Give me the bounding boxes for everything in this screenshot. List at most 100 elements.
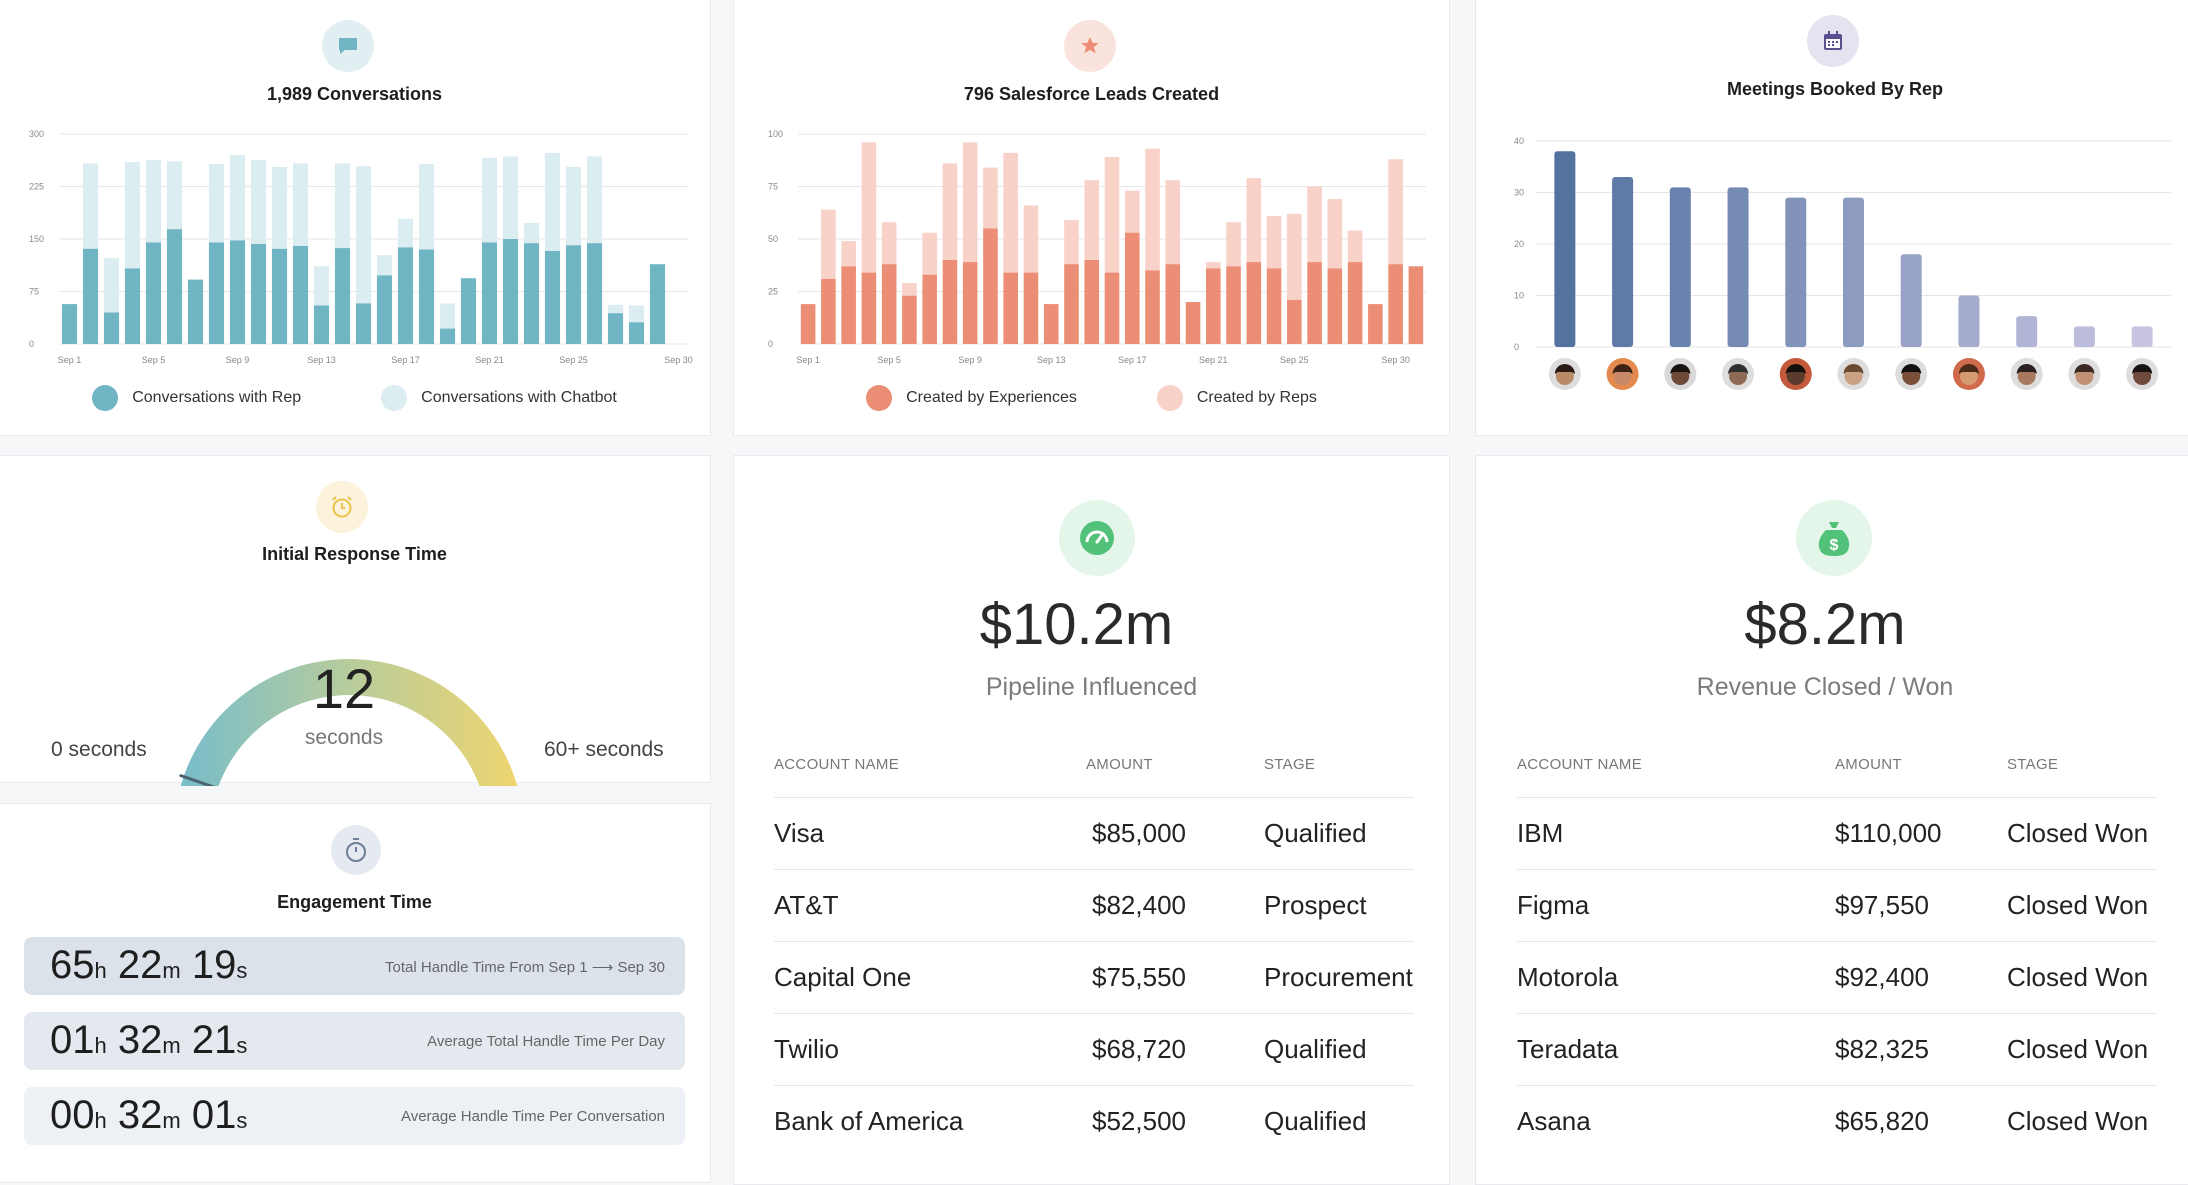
- legend-item-rep[interactable]: Conversations with Rep: [92, 385, 301, 411]
- avatar-hair: [2074, 364, 2095, 374]
- bar: [1843, 197, 1864, 347]
- avatar-hair: [1554, 364, 1575, 374]
- column-header-amount[interactable]: AMOUNT: [1835, 756, 1902, 773]
- seconds-value: 01: [191, 1093, 237, 1137]
- avatar-hair: [2016, 364, 2037, 374]
- table-row[interactable]: Visa $85,000 Qualified: [774, 797, 1414, 870]
- pipeline-card: $10.2m Pipeline Influenced ACCOUNT NAME …: [733, 455, 1450, 1185]
- bar-segment-secondary: [544, 152, 561, 251]
- bar-segment-secondary: [439, 303, 456, 329]
- amount: $52,500: [1092, 1106, 1186, 1136]
- hours-unit: h: [94, 1108, 107, 1133]
- rep-avatar: [2068, 358, 2101, 390]
- amount: $75,550: [1092, 962, 1186, 992]
- table-row[interactable]: Bank of America $52,500 Qualified: [774, 1085, 1414, 1158]
- amount: $97,550: [1835, 890, 1929, 920]
- bar-segment-secondary: [1327, 199, 1343, 269]
- bar-segment-secondary: [1084, 180, 1100, 260]
- bar-segment-primary: [271, 248, 288, 344]
- amount: $82,400: [1092, 890, 1186, 920]
- bar: [1727, 187, 1749, 347]
- pipeline-value: $10.2m: [979, 592, 1174, 657]
- bar-segment-secondary: [145, 159, 162, 243]
- x-tick-label: Sep 5: [877, 355, 901, 365]
- gauge-needle: [179, 774, 216, 786]
- legend-label-experiences: Created by Experiences: [906, 389, 1077, 406]
- bar-segment-primary: [397, 247, 414, 344]
- rep-avatar: [1606, 358, 1639, 390]
- bar: [1958, 295, 1980, 347]
- bar-segment-primary: [1408, 266, 1424, 344]
- bar-segment-primary: [841, 266, 856, 344]
- bar-segment-primary: [607, 313, 624, 344]
- column-header-account[interactable]: ACCOUNT NAME: [774, 756, 899, 773]
- seconds-value: 21: [191, 1018, 237, 1062]
- bar-segment-primary: [1165, 264, 1181, 344]
- legend-dot-reps: [1156, 385, 1183, 411]
- table-row[interactable]: AT&T $82,400 Prospect: [774, 869, 1414, 942]
- account-name: Twilio: [774, 1034, 840, 1064]
- bar-segment-primary: [1205, 268, 1221, 344]
- table-row[interactable]: Twilio $68,720 Qualified: [774, 1013, 1414, 1086]
- table-row[interactable]: Teradata $82,325 Closed Won: [1517, 1013, 2157, 1086]
- bar-segment-primary: [82, 248, 99, 344]
- bar-segment-primary: [565, 245, 582, 344]
- y-tick-label: 150: [29, 234, 44, 244]
- bar-segment-primary: [481, 242, 498, 344]
- bar-segment-secondary: [292, 163, 309, 246]
- bar-segment-secondary: [1104, 157, 1120, 273]
- leads-title: 796 Salesforce Leads Created: [963, 84, 1220, 104]
- bar-segment-secondary: [376, 255, 393, 276]
- amount: $65,820: [1835, 1106, 1929, 1136]
- conversations-legend: Conversations with Rep Conversations wit…: [0, 385, 710, 411]
- table-row[interactable]: Motorola $92,400 Closed Won: [1517, 941, 2157, 1014]
- table-row[interactable]: Asana $65,820 Closed Won: [1517, 1085, 2157, 1158]
- engagement-row-per-day: 01h 32m 21s Average Total Handle Time Pe…: [24, 1012, 685, 1070]
- bar-segment-primary: [376, 275, 393, 344]
- bar-segment-secondary: [1347, 230, 1363, 263]
- legend-item-experiences[interactable]: Created by Experiences: [866, 385, 1077, 411]
- table-row[interactable]: Capital One $75,550 Procurement: [774, 941, 1414, 1014]
- bar-segment-secondary: [861, 142, 877, 273]
- y-tick-label: 100: [768, 129, 783, 139]
- bar-segment-secondary: [418, 164, 435, 250]
- seconds-unit: s: [236, 1033, 248, 1058]
- column-header-stage[interactable]: STAGE: [2007, 756, 2059, 773]
- legend-item-reps[interactable]: Created by Reps: [1156, 385, 1317, 411]
- bar-segment-primary: [187, 279, 204, 344]
- bar-segment-primary: [649, 264, 666, 344]
- bar-segment-secondary: [841, 241, 856, 267]
- column-header-account[interactable]: ACCOUNT NAME: [1517, 756, 1642, 773]
- meetings-chart: 0 10 20 30 40: [1514, 136, 2171, 390]
- legend-dot-rep: [92, 385, 119, 411]
- bar-segment-secondary: [397, 218, 414, 248]
- bar-segment-primary: [418, 249, 435, 344]
- bar-segment-primary: [1064, 264, 1079, 344]
- bar-segment-secondary: [502, 156, 519, 239]
- table-row[interactable]: Figma $97,550 Closed Won: [1517, 869, 2157, 942]
- bar-segment-primary: [1145, 270, 1160, 344]
- column-header-amount[interactable]: AMOUNT: [1086, 756, 1153, 773]
- account-name: Figma: [1517, 890, 1590, 920]
- stage: Closed Won: [2007, 890, 2149, 920]
- x-tick-label: Sep 25: [559, 355, 588, 365]
- column-header-stage[interactable]: STAGE: [1264, 756, 1316, 773]
- bar-segment-primary: [229, 240, 246, 344]
- bar-segment-primary: [922, 274, 937, 344]
- chat-bubble-icon: [322, 20, 374, 72]
- bar-segment-secondary: [1287, 213, 1302, 300]
- table-row[interactable]: IBM $110,000 Closed Won: [1517, 797, 2157, 870]
- bar-segment-secondary: [481, 157, 498, 243]
- bar-segment-secondary: [942, 163, 958, 260]
- amount: $92,400: [1835, 962, 1929, 992]
- bar: [1900, 254, 1922, 347]
- money-bag-icon: $: [1796, 500, 1872, 576]
- y-tick-label: 0: [1514, 342, 1519, 352]
- meetings-card: Meetings Booked By Rep 0 10 20 30 40: [1475, 0, 2188, 436]
- bar-segment-primary: [942, 260, 958, 344]
- legend-item-chatbot[interactable]: Conversations with Chatbot: [381, 385, 617, 411]
- bar-segment-secondary: [607, 304, 624, 314]
- bar-segment-primary: [1003, 272, 1019, 344]
- pipeline-label: Pipeline Influenced: [985, 673, 1198, 701]
- engagement-title: Engagement Time: [277, 892, 432, 912]
